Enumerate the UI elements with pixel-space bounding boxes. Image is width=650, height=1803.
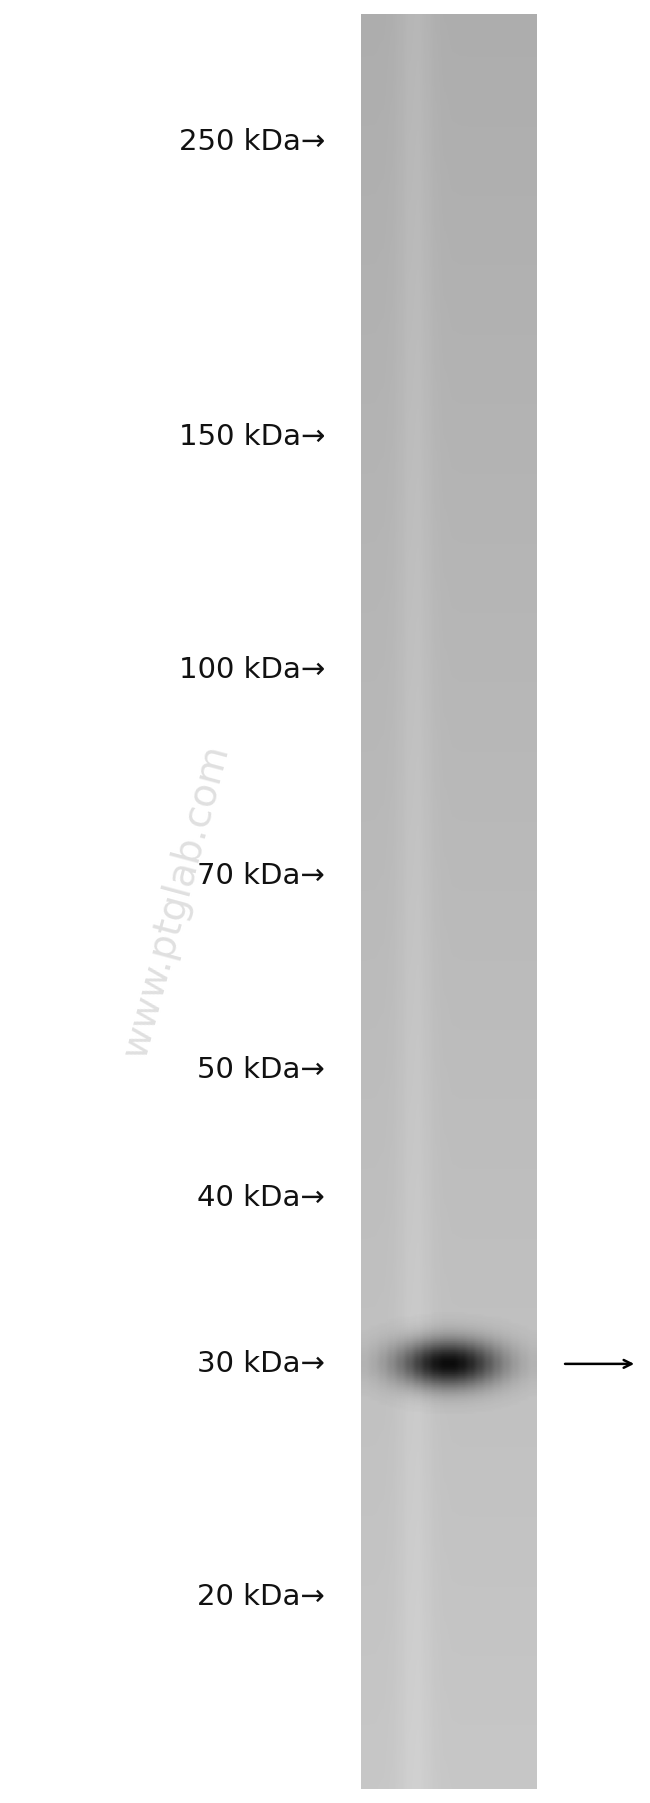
Text: www.ptglab.com: www.ptglab.com <box>115 741 236 1062</box>
Text: 20 kDa→: 20 kDa→ <box>197 1583 325 1612</box>
Text: 40 kDa→: 40 kDa→ <box>197 1185 325 1212</box>
Text: 100 kDa→: 100 kDa→ <box>179 656 325 683</box>
Text: 250 kDa→: 250 kDa→ <box>179 128 325 157</box>
Text: 70 kDa→: 70 kDa→ <box>197 862 325 889</box>
Text: 30 kDa→: 30 kDa→ <box>197 1350 325 1377</box>
Text: 50 kDa→: 50 kDa→ <box>197 1055 325 1084</box>
Text: 150 kDa→: 150 kDa→ <box>179 422 325 451</box>
